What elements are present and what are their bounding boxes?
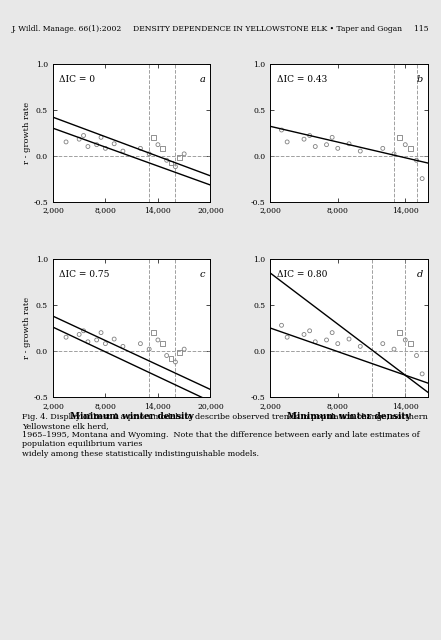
- Point: [329, 328, 336, 338]
- Point: [172, 357, 179, 367]
- Point: [137, 143, 144, 154]
- Point: [407, 339, 415, 349]
- Point: [402, 140, 409, 150]
- Y-axis label: r - growth rate: r - growth rate: [22, 297, 30, 359]
- Point: [120, 146, 127, 156]
- Point: [150, 132, 157, 143]
- Point: [146, 148, 153, 159]
- Point: [413, 155, 420, 165]
- Point: [93, 140, 100, 150]
- Point: [111, 334, 118, 344]
- Point: [176, 152, 183, 163]
- Point: [396, 132, 403, 143]
- Point: [312, 141, 319, 152]
- Point: [93, 335, 100, 345]
- Point: [306, 326, 313, 336]
- Point: [181, 344, 188, 355]
- Point: [402, 335, 409, 345]
- Point: [63, 137, 70, 147]
- Point: [181, 148, 188, 159]
- Point: [278, 125, 285, 135]
- Point: [357, 146, 364, 156]
- Text: ΔIC = 0.43: ΔIC = 0.43: [277, 75, 327, 84]
- Point: [334, 339, 341, 349]
- Point: [345, 334, 352, 344]
- Point: [154, 140, 161, 150]
- Point: [390, 344, 397, 355]
- Text: ΔIC = 0.80: ΔIC = 0.80: [277, 270, 327, 279]
- Text: a: a: [199, 75, 205, 84]
- Point: [150, 328, 157, 338]
- Point: [323, 140, 330, 150]
- Point: [357, 341, 364, 351]
- Text: Fig. 4. Display of best 4 a priori models to describe observed trends in populat: Fig. 4. Display of best 4 a priori model…: [22, 413, 428, 458]
- Point: [172, 161, 179, 172]
- Point: [379, 143, 386, 154]
- Text: ΔIC = 0.75: ΔIC = 0.75: [59, 270, 110, 279]
- Point: [63, 332, 70, 342]
- Point: [102, 339, 109, 349]
- Point: [278, 320, 285, 330]
- Point: [176, 348, 183, 358]
- Point: [163, 155, 170, 165]
- Point: [159, 339, 166, 349]
- Point: [168, 353, 175, 364]
- Point: [407, 143, 415, 154]
- Point: [323, 335, 330, 345]
- Point: [284, 137, 291, 147]
- Point: [284, 332, 291, 342]
- Point: [390, 148, 397, 159]
- Point: [396, 328, 403, 338]
- Text: J. Wildl. Manage. 66(1):2002     DENSITY DEPENDENCE IN YELLOWSTONE ELK • Taper a: J. Wildl. Manage. 66(1):2002 DENSITY DEP…: [12, 25, 429, 33]
- Point: [84, 337, 91, 347]
- Point: [306, 131, 313, 141]
- Point: [329, 132, 336, 143]
- Point: [97, 132, 105, 143]
- Point: [120, 341, 127, 351]
- Text: c: c: [199, 270, 205, 279]
- Point: [413, 351, 420, 361]
- Text: d: d: [417, 270, 423, 279]
- Point: [102, 143, 109, 154]
- Point: [345, 139, 352, 149]
- Point: [76, 134, 83, 144]
- X-axis label: Minimum winter density: Minimum winter density: [287, 412, 411, 421]
- Y-axis label: r - growth rate: r - growth rate: [22, 102, 30, 164]
- Point: [334, 143, 341, 154]
- Point: [146, 344, 153, 355]
- Text: ΔIC = 0: ΔIC = 0: [59, 75, 95, 84]
- Point: [76, 330, 83, 340]
- X-axis label: Minimum winter density: Minimum winter density: [70, 412, 194, 421]
- Point: [379, 339, 386, 349]
- Point: [84, 141, 91, 152]
- Point: [419, 369, 426, 379]
- Point: [80, 131, 87, 141]
- Point: [168, 158, 175, 168]
- Text: b: b: [417, 75, 423, 84]
- Point: [300, 134, 307, 144]
- Point: [137, 339, 144, 349]
- Point: [159, 143, 166, 154]
- Point: [111, 139, 118, 149]
- Point: [154, 335, 161, 345]
- Point: [80, 326, 87, 336]
- Point: [163, 351, 170, 361]
- Point: [312, 337, 319, 347]
- Point: [300, 330, 307, 340]
- Point: [97, 328, 105, 338]
- Point: [419, 173, 426, 184]
